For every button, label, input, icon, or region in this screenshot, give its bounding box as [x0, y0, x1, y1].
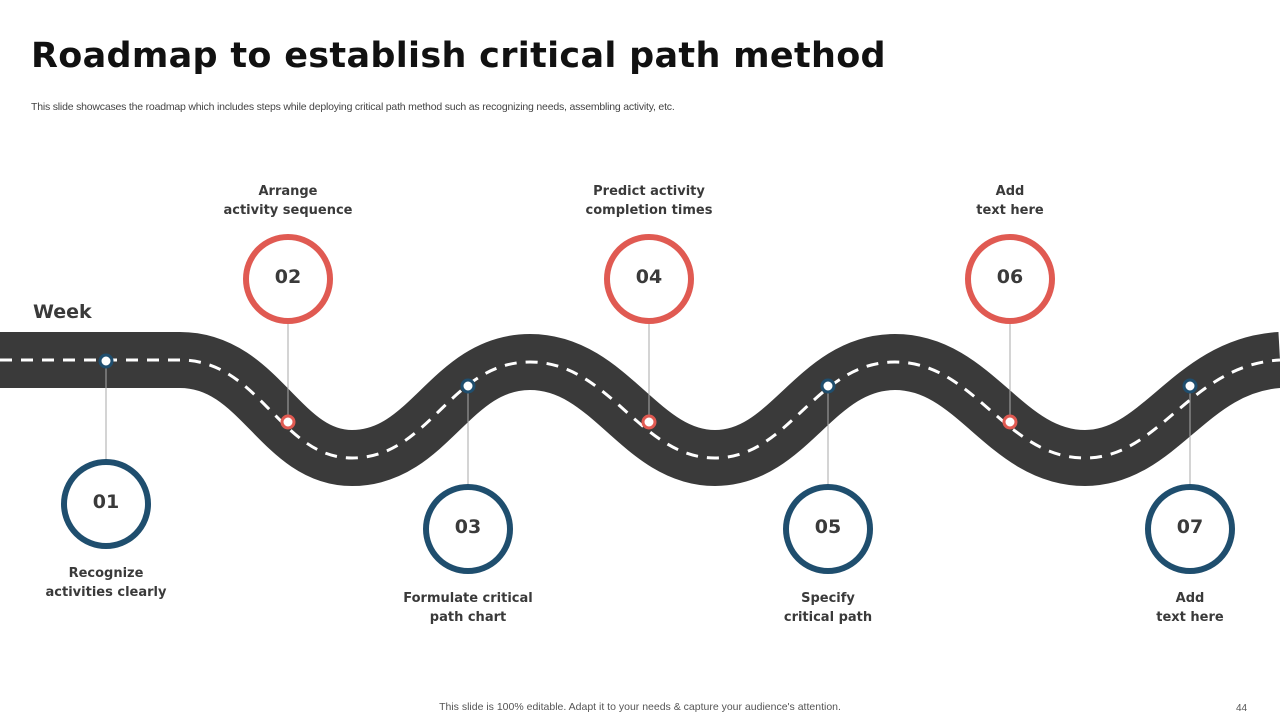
step-circle: [243, 234, 333, 324]
step-number: 01: [92, 491, 120, 513]
road-marker-dot: [820, 378, 836, 394]
step-circle: [423, 484, 513, 574]
step-label-line1: Predict activity: [593, 184, 705, 199]
road-marker-dot: [280, 414, 296, 430]
step-label-line1: Recognize: [68, 566, 144, 581]
step-circle: [1145, 484, 1235, 574]
page-title: Roadmap to establish critical path metho…: [31, 36, 886, 76]
step-number: 07: [1176, 516, 1204, 538]
step-label-line2: activity sequence: [223, 203, 353, 218]
step-label-line1: Formulate critical: [403, 591, 533, 606]
road-marker-dot: [641, 414, 657, 430]
road-center-dashes: [0, 358, 1280, 460]
page-number: 44: [1236, 703, 1248, 714]
step-number: 04: [635, 266, 663, 288]
step-label-line2: text here: [976, 203, 1044, 218]
road-marker-dot: [98, 353, 114, 369]
step-circle: [965, 234, 1055, 324]
step-label-line2: text here: [1156, 610, 1224, 625]
subtitle: This slide showcases the roadmap which i…: [31, 101, 675, 113]
road-marker-dot: [460, 378, 476, 394]
step-circle: [783, 484, 873, 574]
step-label-line2: completion times: [585, 203, 713, 218]
step-label-line2: activities clearly: [45, 585, 167, 600]
step-label: Add text here: [1100, 589, 1280, 627]
step-circle: [604, 234, 694, 324]
week-label: Week: [33, 301, 92, 323]
step-label: Specify critical path: [738, 589, 918, 627]
road: [0, 332, 1280, 487]
step-label-line1: Add: [1175, 591, 1205, 606]
step-number: 02: [274, 266, 302, 288]
step-label-line1: Arrange: [258, 184, 318, 199]
step-label: Add text here: [920, 182, 1100, 220]
step-label-line1: Add: [995, 184, 1025, 199]
step-number: 05: [814, 516, 842, 538]
step-circle: [61, 459, 151, 549]
step-label: Predict activity completion times: [559, 182, 739, 220]
step-label-line1: Specify: [801, 591, 855, 606]
road-marker-dot: [1182, 378, 1198, 394]
step-number: 06: [996, 266, 1024, 288]
step-label-line2: path chart: [429, 610, 507, 625]
step-label: Formulate critical path chart: [378, 589, 558, 627]
step-label: Recognize activities clearly: [16, 564, 196, 602]
road-marker-dot: [1002, 414, 1018, 430]
step-label-line2: critical path: [783, 610, 873, 625]
footer-note: This slide is 100% editable. Adapt it to…: [439, 701, 841, 713]
step-label: Arrange activity sequence: [198, 182, 378, 220]
step-number: 03: [454, 516, 482, 538]
